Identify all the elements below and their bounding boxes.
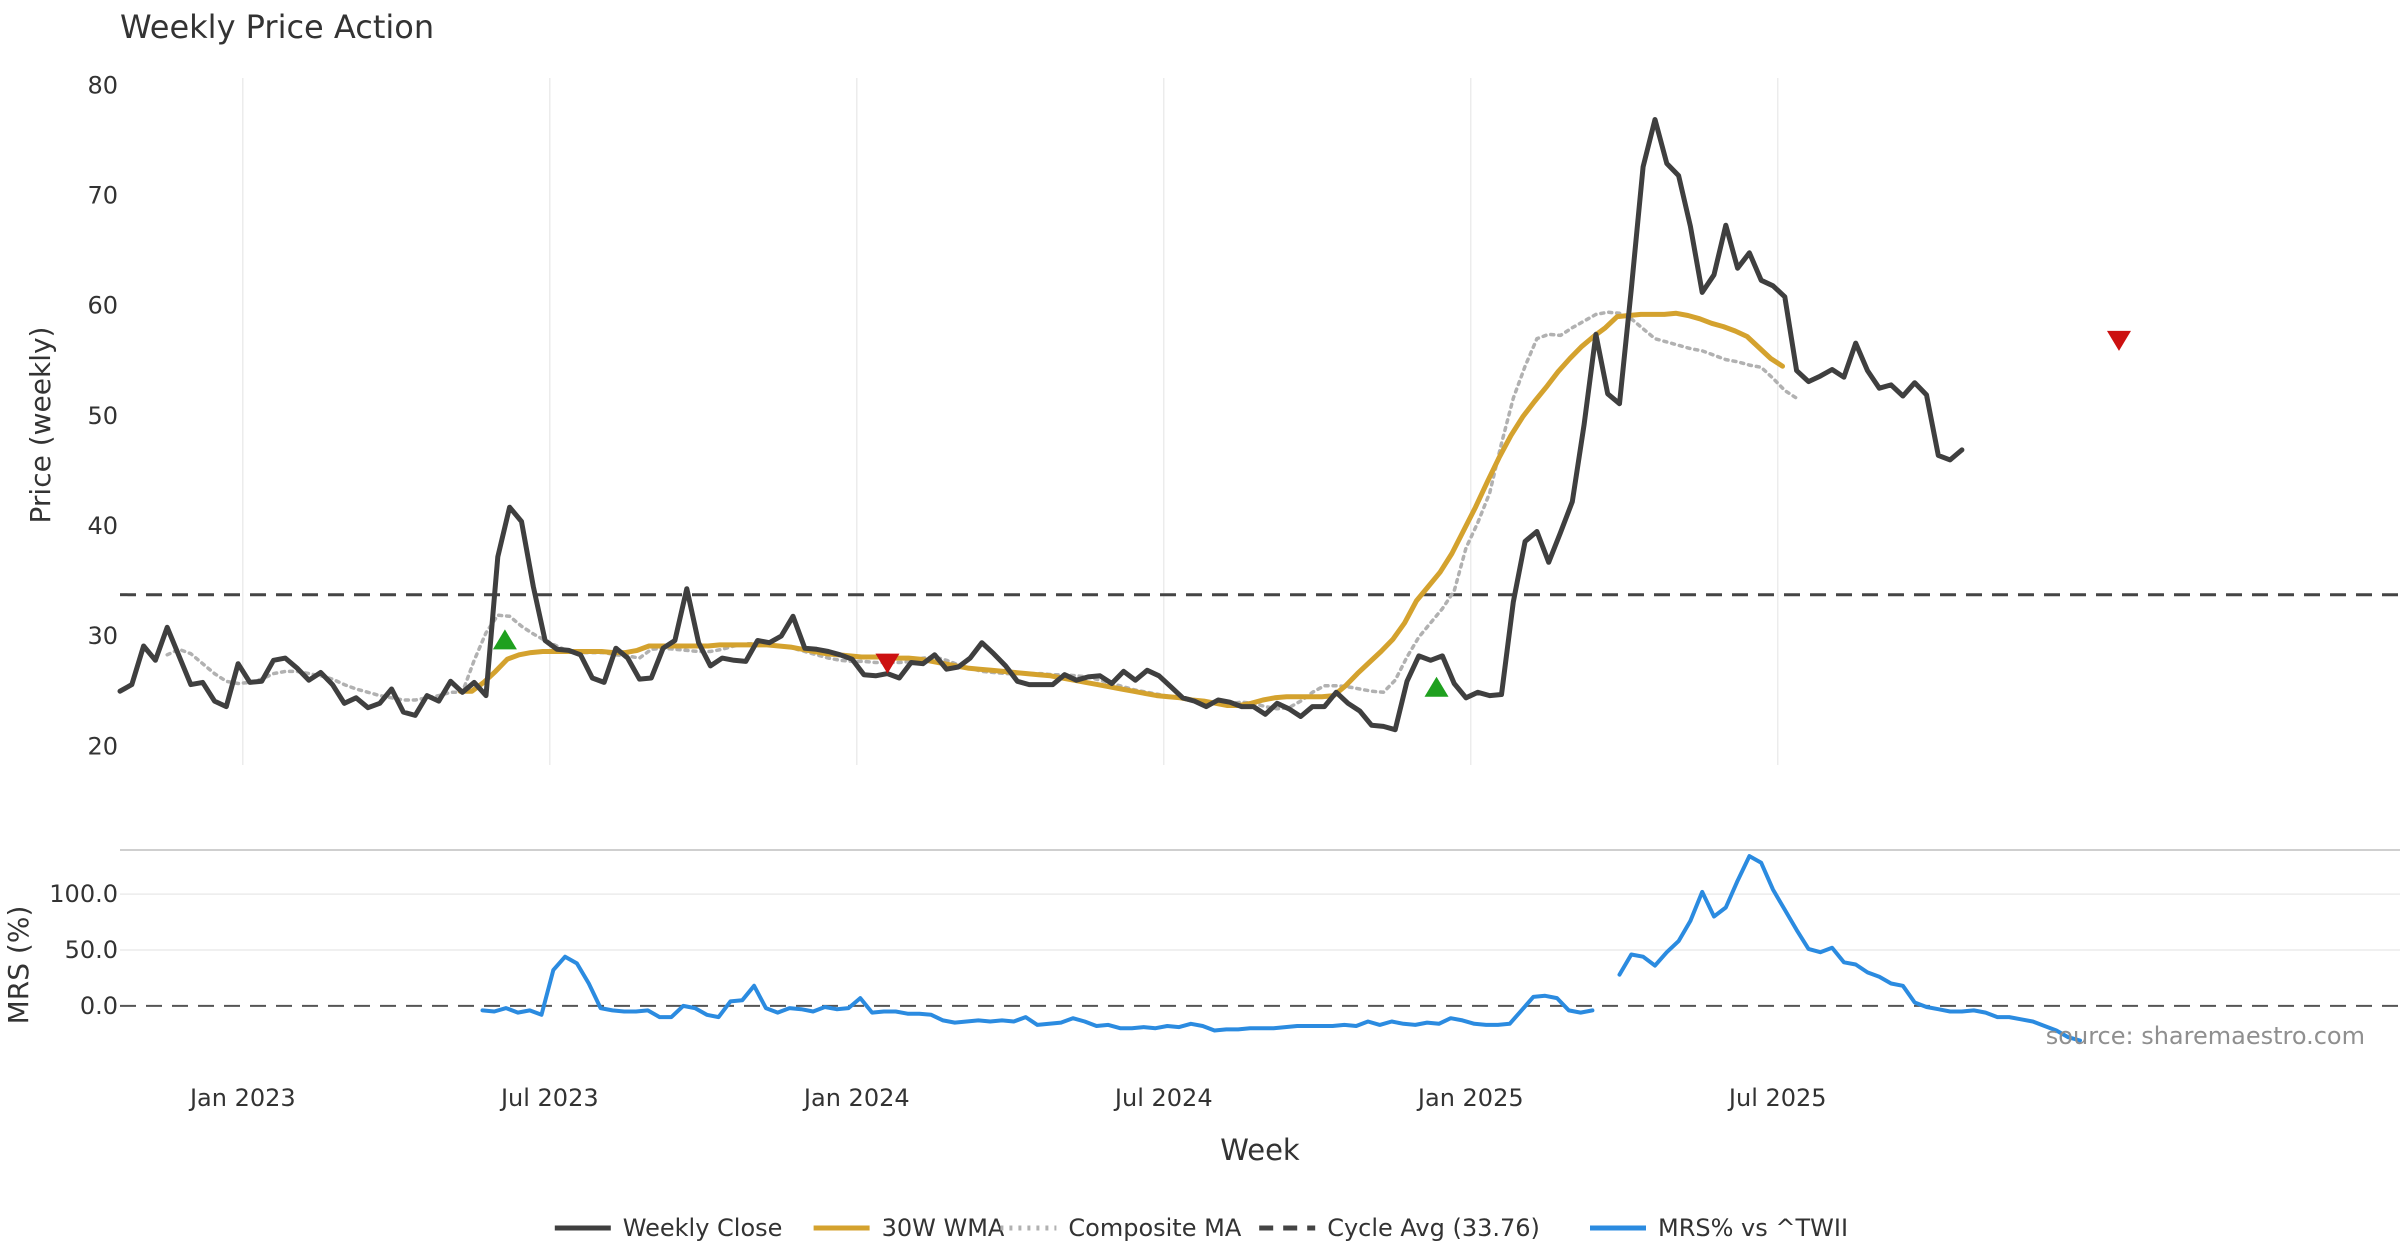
price-y-tick-label: 40 <box>87 512 118 540</box>
x-tick-label: Jul 2024 <box>1113 1084 1213 1112</box>
buy-signal-marker <box>492 629 517 650</box>
x-tick-label: Jul 2025 <box>1727 1084 1827 1112</box>
legend: Weekly Close 30W WMA Composite MA Cycle Avg… <box>554 1214 1848 1242</box>
price-y-axis-label: Price (weekly) <box>24 327 57 524</box>
price-y-tick-label: 60 <box>87 292 118 320</box>
series-mrs-segment-2 <box>1617 854 2082 1043</box>
x-tick-label: Jul 2023 <box>499 1084 599 1112</box>
mrs-y-tick-label: 100.0 <box>49 880 118 908</box>
mrs-y-ticks: 100.0 50.0 0.0 <box>49 880 118 1020</box>
series-weekly-close <box>117 117 1965 733</box>
x-tick-label: Jan 2023 <box>188 1084 296 1112</box>
x-tick-label: Jan 2025 <box>1416 1084 1524 1112</box>
mrs-y-axis-label: MRS (%) <box>2 906 35 1025</box>
price-y-ticks: 20 30 40 50 60 70 80 <box>87 71 118 760</box>
mrs-grid <box>120 893 2400 1007</box>
mrs-y-tick-label: 0.0 <box>80 992 118 1020</box>
series-30w-wma <box>457 310 1785 708</box>
legend-label-30w-wma: 30W WMA <box>882 1214 1005 1242</box>
price-y-tick-label: 20 <box>87 732 118 760</box>
legend-label-cycle-avg-33-76: Cycle Avg (33.76) <box>1327 1214 1540 1242</box>
legend-label-weekly-close: Weekly Close <box>623 1214 783 1242</box>
series-mrs-segment-1 <box>480 954 1595 1033</box>
price-grid <box>242 78 1779 765</box>
price-series-group <box>117 117 2400 733</box>
price-y-tick-label: 50 <box>87 402 118 430</box>
legend-label-mrs-vs-twii: MRS% vs ^TWII <box>1658 1214 1848 1242</box>
x-axis-label: Week <box>1220 1133 1300 1167</box>
sell-signal-marker <box>875 653 900 674</box>
price-y-tick-label: 30 <box>87 622 118 650</box>
mrs-series-group <box>480 854 2082 1043</box>
x-ticks: Jan 2023 Jul 2023 Jan 2024 Jul 2024 Jan 2025… <box>188 1084 1827 1112</box>
x-tick-label: Jan 2024 <box>802 1084 910 1112</box>
buy-signal-marker <box>1424 676 1449 697</box>
mrs-y-tick-label: 50.0 <box>65 936 118 964</box>
price-y-tick-label: 70 <box>87 181 118 209</box>
signal-markers <box>492 330 2131 697</box>
sell-signal-marker <box>2106 330 2131 351</box>
legend-label-composite-ma: Composite MA <box>1068 1214 1241 1242</box>
chart-title: Weekly Price Action <box>120 8 434 46</box>
source-annotation: source: sharemaestro.com <box>2046 1022 2365 1050</box>
price-y-tick-label: 80 <box>87 71 118 99</box>
